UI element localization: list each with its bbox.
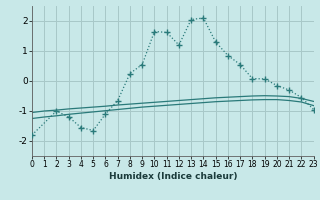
- X-axis label: Humidex (Indice chaleur): Humidex (Indice chaleur): [108, 172, 237, 181]
